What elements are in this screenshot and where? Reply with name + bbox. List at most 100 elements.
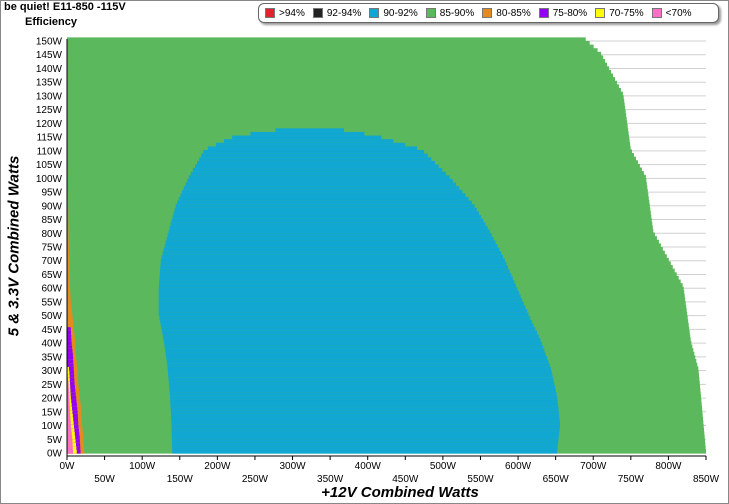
heat-cell-90-92 — [172, 214, 482, 219]
heat-cell-80-85 — [67, 315, 73, 320]
legend-item-70-75: 70-75% — [595, 7, 644, 19]
heat-cell-80-85 — [67, 322, 74, 328]
heat-cell-90-92 — [162, 330, 537, 335]
x-tick-label: 700W — [580, 461, 607, 472]
heat-cell-90-92 — [162, 250, 502, 255]
heat-cell-90-92 — [172, 449, 558, 454]
chart-subtitle: Efficiency — [25, 16, 77, 28]
heat-cell-80-85 — [67, 257, 70, 263]
heat-cell-90-92 — [164, 243, 498, 248]
heat-cell-lt70 — [67, 377, 69, 382]
heat-cell-90-92 — [197, 160, 436, 165]
heat-cell-90-92 — [168, 228, 490, 234]
heat-cell-75-80 — [67, 384, 75, 389]
heat-cell-90-92 — [275, 127, 345, 132]
heat-cell-90-92 — [175, 203, 475, 208]
heat-cell-90-92 — [164, 344, 544, 349]
heat-cell-80-85 — [67, 283, 70, 288]
heat-cell-70-75 — [67, 373, 70, 378]
heat-cell-90-92 — [171, 218, 484, 223]
heat-cell-90-92 — [158, 290, 520, 295]
legend-label: >94% — [279, 7, 305, 19]
heat-cell-90-92 — [159, 315, 531, 320]
heat-cell-85-90 — [67, 48, 598, 53]
heat-cell-85-90 — [67, 44, 594, 49]
heat-cell-90-92 — [161, 326, 536, 331]
heat-cell-80-85 — [67, 236, 69, 241]
heat-cell-80-85 — [67, 304, 72, 310]
y-tick-label: 30W — [41, 366, 62, 377]
heat-cell-80-85 — [67, 218, 69, 223]
heat-cell-lt70 — [67, 442, 73, 447]
x-tick-label: 350W — [317, 474, 344, 485]
heat-cell-90-92 — [160, 265, 509, 270]
heat-cell-70-75 — [67, 366, 69, 371]
heat-cell-90-92 — [203, 149, 425, 154]
legend-swatch — [425, 8, 436, 18]
heat-cell-90-92 — [171, 438, 559, 443]
heat-cell-80-85 — [67, 308, 72, 313]
x-tick-label: 400W — [355, 461, 382, 472]
heat-cell-85-90 — [67, 37, 586, 42]
heat-cell-75-80 — [67, 333, 72, 338]
heat-cell-90-92 — [158, 308, 528, 313]
heat-cell-90-92 — [224, 138, 394, 143]
heat-cell-lt70 — [67, 431, 72, 436]
heat-cell-85-90 — [67, 87, 621, 93]
x-tick-label: 450W — [392, 474, 419, 485]
heat-cell-lt70 — [67, 409, 71, 414]
y-tick-label: 70W — [41, 256, 62, 267]
heat-cell-90-92 — [170, 395, 558, 400]
heat-cell-85-90 — [67, 59, 606, 64]
heat-cell-75-80 — [67, 395, 77, 400]
heat-cell-75-80 — [67, 402, 77, 407]
heat-cell-85-90 — [67, 41, 590, 46]
heat-cell-90-92 — [160, 319, 532, 324]
heat-cell-80-85 — [67, 286, 71, 291]
heat-cell-90-92 — [158, 304, 526, 310]
heat-cell-90-92 — [163, 337, 541, 342]
heat-cell-75-80 — [67, 344, 73, 349]
x-tick-label: 50W — [94, 474, 115, 485]
y-tick-label: 80W — [41, 229, 62, 240]
heat-cell-80-85 — [67, 239, 69, 244]
legend-label: 70-75% — [609, 7, 644, 19]
heat-cell-lt70 — [67, 434, 73, 440]
legend-swatch — [595, 8, 606, 18]
heat-cell-90-92 — [192, 167, 443, 172]
heat-cell-lt70 — [67, 406, 70, 411]
legend-swatch — [651, 8, 662, 18]
y-tick-label: 20W — [41, 394, 62, 405]
heat-cell-90-92 — [183, 185, 460, 190]
heat-cell-lt70 — [67, 398, 70, 404]
heat-cell-80-85 — [67, 261, 70, 266]
heat-cell-90-92 — [159, 275, 513, 281]
heat-cell-lt70 — [67, 427, 72, 432]
heat-cell-90-92 — [167, 362, 550, 367]
heat-cell-80-85 — [67, 268, 70, 273]
heat-cell-85-90 — [67, 113, 627, 118]
heat-cell-75-80 — [67, 337, 72, 342]
heat-cell-90-92 — [177, 200, 472, 205]
y-tick-label: 120W — [36, 119, 63, 130]
heat-cell-75-80 — [67, 387, 76, 393]
heat-cell-80-85 — [67, 319, 74, 324]
heat-cell-90-92 — [167, 369, 552, 375]
heat-cell-90-92 — [168, 377, 554, 382]
y-tick-label: 50W — [41, 311, 62, 322]
y-tick-label: 40W — [41, 339, 62, 350]
heat-cell-85-90 — [67, 51, 602, 57]
heat-cell-90-92 — [185, 181, 456, 187]
x-tick-label: 100W — [129, 461, 156, 472]
heat-cell-lt70 — [67, 449, 74, 454]
y-tick-label: 95W — [41, 188, 62, 199]
heat-cell-80-85 — [67, 214, 69, 219]
heat-cell-75-80 — [67, 369, 74, 375]
heat-cell-85-90 — [67, 66, 610, 71]
heat-cell-90-92 — [164, 340, 542, 346]
heat-cell-90-92 — [172, 445, 558, 450]
heat-cell-75-80 — [67, 355, 74, 360]
heat-cell-90-92 — [188, 174, 450, 179]
heat-cell-90-92 — [171, 413, 560, 418]
heat-cell-75-80 — [67, 348, 73, 353]
